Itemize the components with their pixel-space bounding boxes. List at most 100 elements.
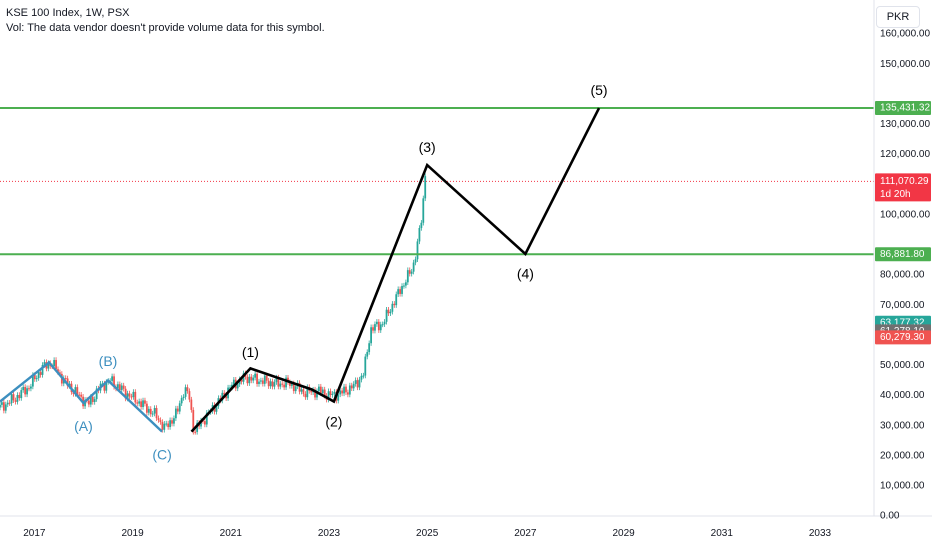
- price-tick-label: 160,000.00: [880, 29, 930, 40]
- wave-label[interactable]: (2): [325, 413, 342, 429]
- price-candle-body: [130, 396, 133, 398]
- price-candle-body: [200, 420, 202, 427]
- price-candle-body: [263, 375, 266, 384]
- time-tick-label: 2029: [612, 528, 635, 539]
- price-candle-body: [252, 377, 255, 381]
- time-tick-label: 2021: [220, 528, 243, 539]
- price-candle-body: [302, 389, 305, 394]
- price-candle-body: [37, 372, 40, 379]
- corrective-wave-line[interactable]: [0, 360, 163, 433]
- price-candle-body: [14, 400, 17, 402]
- price-candle-body: [290, 383, 293, 386]
- price-tag: [875, 330, 931, 345]
- currency-button[interactable]: PKR: [876, 6, 920, 28]
- price-candle-body: [232, 379, 235, 385]
- price-candle-body: [22, 386, 25, 391]
- price-candle-body: [41, 365, 44, 375]
- price-candle-body: [331, 393, 334, 395]
- price-candle-body: [261, 380, 264, 384]
- price-candle-body: [93, 399, 96, 402]
- wave-label[interactable]: (1): [242, 344, 259, 360]
- price-candle-body: [260, 380, 262, 382]
- price-candle-body: [153, 408, 156, 414]
- price-candle-body: [18, 394, 21, 399]
- price-candle-body: [275, 377, 278, 383]
- price-candle-body: [118, 384, 121, 391]
- wave-label[interactable]: (B): [99, 353, 118, 369]
- level-price-label: 135,431.32: [880, 103, 930, 114]
- price-candle-body: [377, 321, 380, 331]
- price-candle-body: [74, 387, 77, 394]
- price-candle-body: [352, 383, 355, 389]
- price-candle-body: [267, 380, 270, 387]
- bar-countdown-label: 1d 20h: [880, 189, 911, 200]
- price-candle-body: [403, 285, 405, 287]
- price-candle-body: [192, 409, 195, 432]
- price-candle-body: [350, 385, 353, 389]
- price-candle-body: [248, 376, 251, 384]
- price-candle-body: [203, 421, 206, 425]
- price-candle-body: [387, 309, 390, 314]
- price-candle-body: [190, 399, 193, 410]
- price-axis[interactable]: 0.00 10,000.00 20,000.00 30,000.00 40,000.00…: [880, 29, 930, 522]
- price-candle-body: [144, 400, 146, 404]
- price-candle-body: [31, 374, 34, 387]
- price-candle-body: [178, 403, 181, 412]
- time-tick-label: 2025: [416, 528, 439, 539]
- price-candle-body: [383, 321, 386, 325]
- price-candle-body: [80, 394, 83, 397]
- price-candle-body: [225, 394, 228, 399]
- price-candle-body: [142, 400, 144, 407]
- price-candle-body: [298, 382, 301, 392]
- time-tick-label: 2019: [121, 528, 144, 539]
- price-tick-label: 130,000.00: [880, 119, 930, 130]
- price-candle-body: [246, 376, 249, 384]
- price-candle-body: [281, 383, 284, 385]
- price-candle-body: [89, 396, 92, 405]
- time-tick-label: 2027: [514, 528, 537, 539]
- time-axis[interactable]: 2017 2019 2021 2023 2025 2027 2029 2031 2033: [23, 528, 831, 539]
- wave-label[interactable]: (C): [152, 446, 171, 462]
- time-tick-label: 2031: [711, 528, 734, 539]
- price-candle-body: [321, 389, 324, 394]
- price-candle-body: [231, 384, 233, 388]
- wave-label[interactable]: (5): [590, 82, 607, 98]
- price-candle-body: [140, 401, 142, 407]
- price-candle-body: [43, 362, 46, 366]
- price-candle-body: [306, 387, 309, 398]
- price-candle-body: [314, 389, 316, 398]
- price-candle-body: [136, 402, 139, 404]
- price-candle-body: [319, 386, 322, 394]
- price-candle-body: [157, 418, 160, 421]
- wave-label[interactable]: (4): [517, 266, 534, 282]
- wave-label[interactable]: (3): [419, 139, 436, 155]
- price-candle-body: [132, 391, 135, 398]
- price-candle-body: [240, 379, 243, 382]
- price-candle-body: [6, 402, 9, 405]
- price-candle-body: [406, 270, 409, 283]
- price-candle-body: [416, 241, 419, 260]
- price-candle-body: [124, 388, 127, 399]
- price-candle-body: [345, 386, 347, 393]
- price-candle-body: [167, 423, 170, 428]
- impulse-wave-line[interactable]: [190, 107, 601, 433]
- price-candle-body: [16, 394, 19, 402]
- level-price-tag: [875, 101, 931, 116]
- price-candle-body: [372, 327, 374, 331]
- price-candle-body: [173, 418, 175, 424]
- wave-label[interactable]: (A): [74, 418, 93, 434]
- price-tag-label: 60,279.30: [880, 332, 925, 343]
- wave-labels: (1) (2) (3) (4) (5) (A) (B) (C): [74, 82, 607, 462]
- price-candle-body: [393, 303, 396, 306]
- price-candle-body: [292, 383, 295, 392]
- price-candle-body: [422, 198, 425, 223]
- price-candle-body: [221, 392, 224, 401]
- price-candle-body: [174, 408, 177, 419]
- price-candle-body: [404, 282, 407, 286]
- price-candle-body: [360, 375, 363, 380]
- symbol-title[interactable]: KSE 100 Index, 1W, PSX: [6, 7, 130, 19]
- price-candle-body: [254, 373, 257, 378]
- price-candle-body: [374, 324, 376, 331]
- price-candle-body: [265, 375, 268, 381]
